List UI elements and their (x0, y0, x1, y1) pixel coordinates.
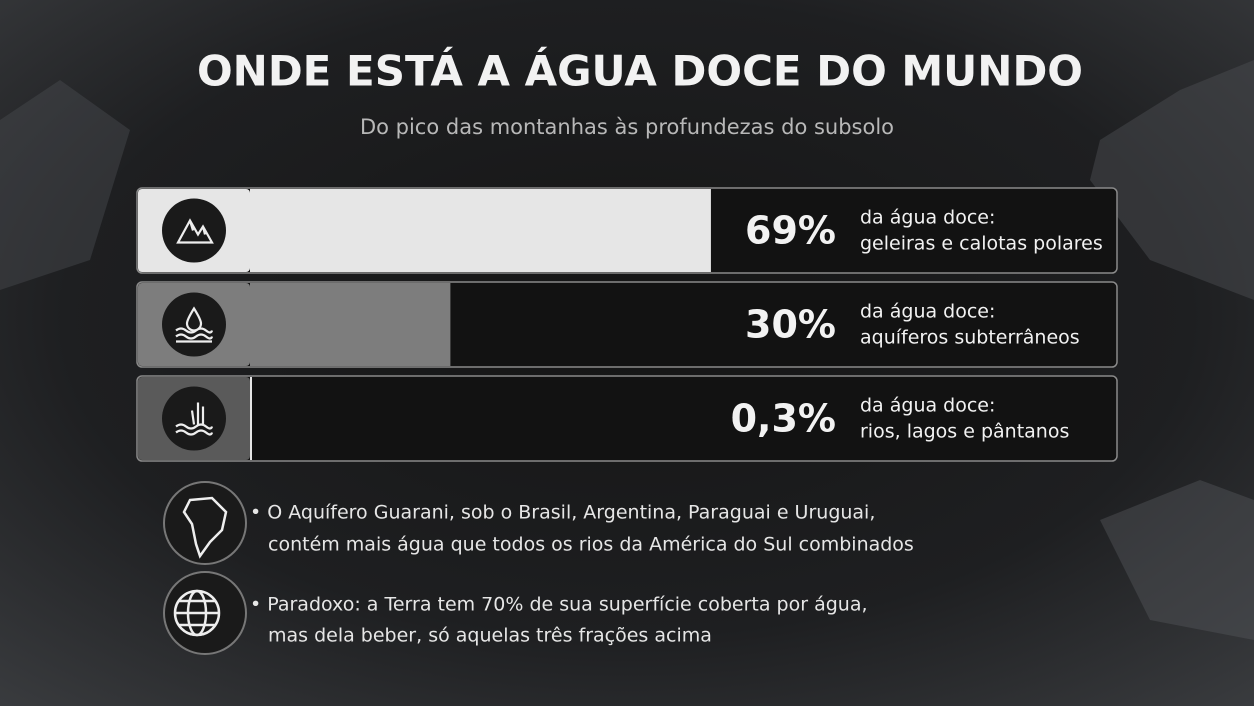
icon-circle (162, 292, 226, 357)
value-caption: da água doce: (860, 395, 995, 417)
row-panel (136, 375, 1118, 462)
bar (250, 377, 253, 460)
row-icon (175, 402, 214, 436)
mountain-decor (1090, 60, 1254, 300)
value-label: 0,3% (731, 397, 836, 441)
note-line: contém mais água que todos os rios da Am… (268, 534, 914, 556)
mountain-decor (0, 80, 130, 290)
continent-icon (182, 496, 228, 559)
rock-decor (1100, 480, 1254, 640)
note-line: • Paradoxo: a Terra tem 70% de sua super… (250, 594, 868, 616)
bar (250, 189, 711, 272)
note-icons (163, 481, 247, 655)
category-label: aquíferos subterrâneos (860, 327, 1080, 349)
globe-icon (173, 589, 221, 637)
note-line: • O Aquífero Guarani, sob o Brasil, Arge… (250, 502, 875, 524)
category-label: geleiras e calotas polares (860, 233, 1103, 255)
value-caption: da água doce: (860, 301, 995, 323)
value-label: 69% (745, 209, 836, 253)
subtitle: Do pico das montanhas às profundezas do … (360, 115, 894, 139)
rows: 69% da água doce: geleiras e calotas polar… (136, 187, 1118, 462)
note-icon (163, 481, 247, 565)
value-caption: da água doce: (860, 207, 995, 229)
icon-circle (162, 198, 226, 263)
bar (250, 283, 451, 366)
row-icon (175, 306, 214, 343)
row-icon (176, 218, 214, 244)
note-line: mas dela beber, só aquelas três frações … (268, 625, 712, 647)
value-label: 30% (745, 303, 836, 347)
title: ONDE ESTÁ A ÁGUA DOCE DO MUNDO (197, 46, 1083, 96)
category-label: rios, lagos e pântanos (860, 421, 1069, 443)
